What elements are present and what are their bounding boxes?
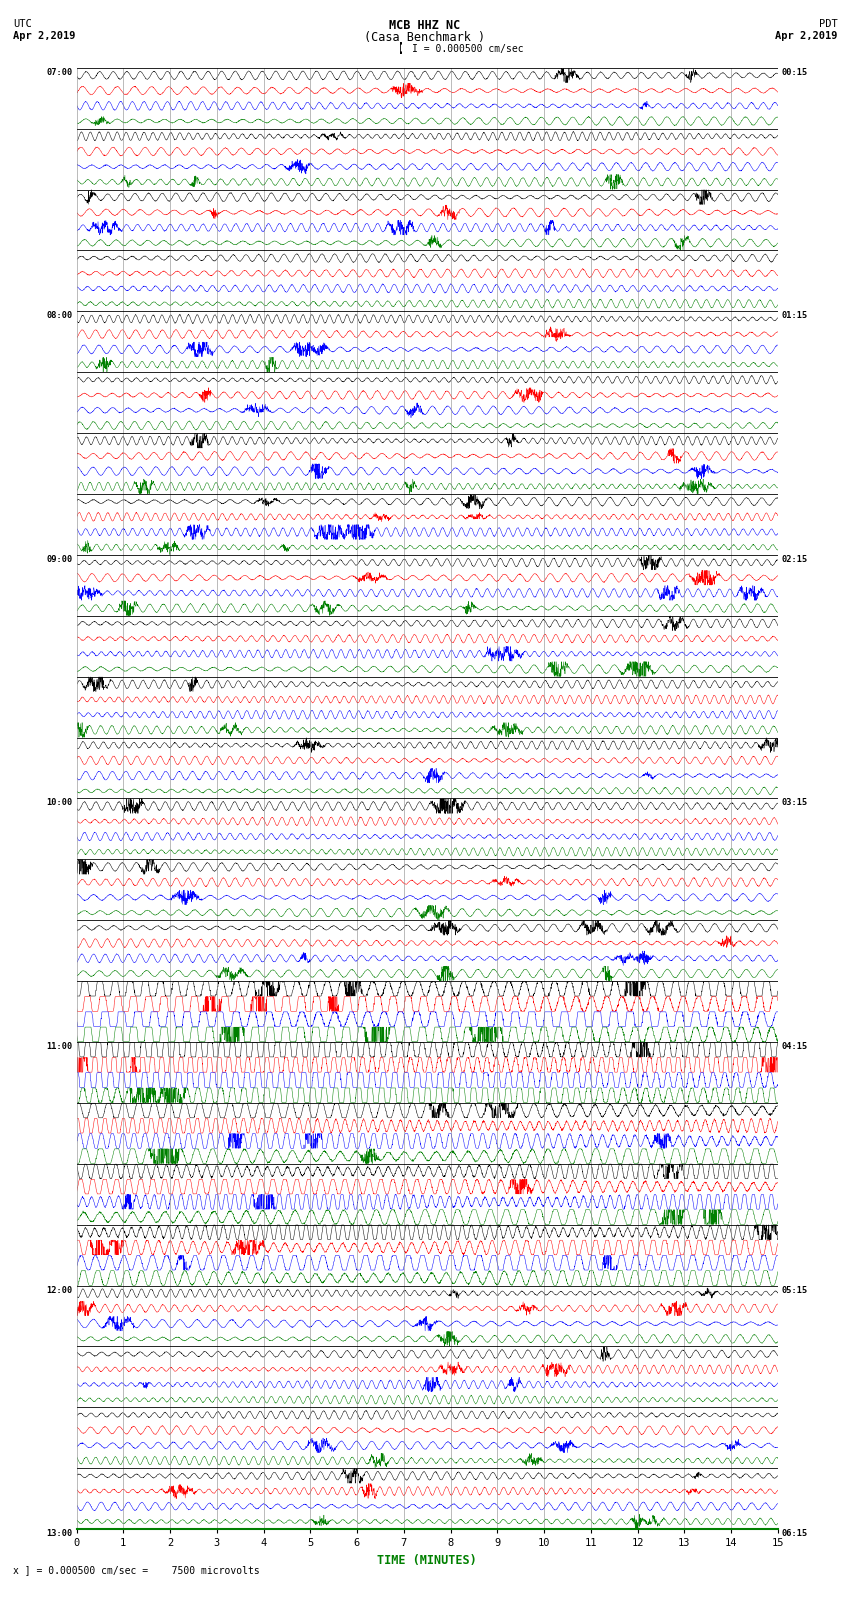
Text: 13:00: 13:00 (47, 1529, 73, 1539)
Text: 05:15: 05:15 (781, 1286, 807, 1295)
Text: Apr 2,2019: Apr 2,2019 (774, 31, 837, 40)
Text: 03:15: 03:15 (781, 798, 807, 808)
Text: I = 0.000500 cm/sec: I = 0.000500 cm/sec (412, 44, 524, 53)
Text: 12:00: 12:00 (47, 1286, 73, 1295)
Text: 00:15: 00:15 (781, 68, 807, 77)
Text: PDT: PDT (819, 19, 837, 29)
Text: 04:15: 04:15 (781, 1042, 807, 1052)
Text: 09:00: 09:00 (47, 555, 73, 565)
Text: UTC: UTC (13, 19, 31, 29)
X-axis label: TIME (MINUTES): TIME (MINUTES) (377, 1553, 477, 1566)
Text: MCB HHZ NC: MCB HHZ NC (389, 19, 461, 32)
Text: Apr 2,2019: Apr 2,2019 (13, 31, 76, 40)
Text: 06:15: 06:15 (781, 1529, 807, 1539)
Text: 08:00: 08:00 (47, 311, 73, 321)
Text: 07:00: 07:00 (47, 68, 73, 77)
Text: 01:15: 01:15 (781, 311, 807, 321)
Text: x ] = 0.000500 cm/sec =    7500 microvolts: x ] = 0.000500 cm/sec = 7500 microvolts (13, 1565, 259, 1574)
Text: 02:15: 02:15 (781, 555, 807, 565)
Text: (Casa Benchmark ): (Casa Benchmark ) (365, 31, 485, 44)
Text: 11:00: 11:00 (47, 1042, 73, 1052)
Text: 10:00: 10:00 (47, 798, 73, 808)
